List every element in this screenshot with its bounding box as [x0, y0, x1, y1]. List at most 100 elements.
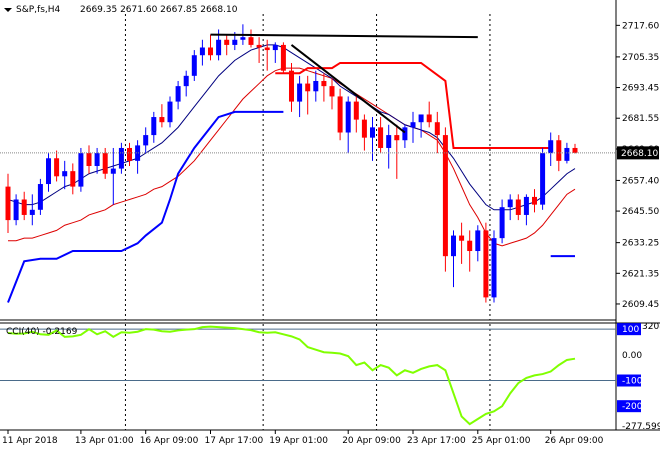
header: S&P,fs,H4 2669.35 2671.60 2667.85 2668.1…: [4, 5, 238, 15]
cci-level-tag: [617, 400, 641, 413]
candle-body: [5, 186, 11, 221]
candle: [94, 147, 100, 174]
candle-body: [167, 101, 173, 123]
candle: [127, 142, 132, 166]
candle-body: [402, 127, 408, 141]
trendline: [290, 44, 406, 134]
candle: [102, 147, 108, 179]
time-tick-label: 20 Apr 09:00: [342, 436, 401, 446]
candle-body: [110, 168, 116, 174]
cci-axis-ticks: 112.32081000.00-100-200-277.5992: [617, 322, 660, 432]
candle-body: [102, 153, 108, 174]
cci-panel: CCI(40) -0.2169 112.32081000.00-100-200-…: [0, 322, 660, 432]
candle: [70, 163, 76, 195]
candle-body: [378, 127, 384, 148]
candle: [321, 73, 327, 102]
cci-level-tag: [617, 374, 641, 387]
candle-body: [532, 196, 537, 205]
main-panel: [0, 0, 616, 320]
candle-body: [386, 135, 392, 148]
candle-body: [159, 117, 165, 123]
candle-body: [62, 171, 68, 177]
candle-body: [127, 147, 132, 161]
cci-tick-label: 0.00: [622, 351, 642, 361]
candle-body: [70, 171, 76, 187]
price-tick-label: 2621.35: [622, 269, 659, 279]
candle: [224, 34, 230, 56]
candle: [572, 143, 578, 154]
price-tick-label: 2609.45: [622, 300, 659, 310]
candle-body: [451, 235, 456, 257]
candle: [378, 117, 384, 154]
candle: [46, 153, 51, 192]
candle: [353, 96, 359, 133]
time-tick-label: 13 Apr 01:00: [75, 436, 134, 446]
last-price-tag-label: 2668.10: [621, 149, 658, 159]
candle: [280, 42, 286, 74]
time-axis-labels: 11 Apr 2018 13 Apr 01:00 16 Apr 09:00 17 Ap…: [2, 430, 604, 446]
candle: [264, 39, 270, 71]
candle-body: [442, 135, 448, 257]
candle: [394, 124, 400, 179]
candle: [337, 88, 343, 141]
candle: [5, 173, 11, 233]
candle: [175, 80, 181, 110]
candle-body: [345, 101, 351, 133]
price-tick-label: 2705.35: [622, 53, 659, 63]
candle: [289, 62, 294, 112]
price-tick-label: 2681.55: [622, 114, 659, 124]
candle-body: [297, 83, 303, 102]
candle-body: [151, 117, 157, 136]
candle-body: [37, 184, 43, 210]
price-axis-bg: [616, 0, 660, 430]
candle-body: [289, 70, 294, 102]
candle-body: [337, 96, 343, 133]
candle: [183, 70, 189, 97]
cci-line: [7, 325, 576, 426]
candle: [499, 199, 505, 244]
candle: [483, 222, 489, 303]
candle-body: [143, 135, 149, 146]
candle-body: [394, 135, 400, 141]
candle-body: [191, 55, 197, 76]
time-tick-label: 11 Apr 2018: [2, 436, 58, 446]
candle: [29, 194, 35, 226]
cci-tick-label: -277.5992: [622, 422, 660, 432]
candle: [426, 101, 432, 128]
candle-body: [280, 44, 286, 71]
candle-body: [21, 199, 27, 215]
candle-body: [499, 207, 505, 239]
time-tick-label: 17 Apr 17:00: [205, 436, 264, 446]
candle: [86, 145, 92, 174]
cci-session-separators: [124, 324, 491, 430]
candle: [297, 75, 303, 118]
cci-tick-label: -100: [622, 377, 643, 387]
candle-body: [515, 199, 521, 215]
candle-body: [86, 153, 92, 166]
cci-level-lines: [0, 328, 616, 382]
candle: [507, 194, 513, 221]
candle-body: [548, 140, 554, 154]
candle-body: [256, 44, 262, 48]
dropdown-arrow-icon[interactable]: [4, 8, 12, 12]
candle-body: [491, 238, 497, 298]
candle-body: [329, 86, 335, 97]
candle: [37, 178, 43, 215]
candle-body: [523, 196, 529, 215]
session-separators: [124, 14, 491, 320]
price-tick-label: 2633.25: [622, 239, 659, 249]
candle: [21, 191, 27, 221]
price-tick-label: 2657.40: [622, 176, 659, 186]
candle-body: [507, 199, 513, 208]
price-tick-label: 2645.50: [622, 207, 659, 217]
candle: [548, 132, 554, 166]
candle: [305, 75, 311, 115]
cci-level-tag: [617, 323, 641, 336]
candle: [515, 194, 521, 221]
candle-body: [78, 153, 84, 187]
candle-body: [199, 47, 205, 56]
candle-body: [118, 147, 124, 169]
candle: [256, 37, 262, 63]
time-tick-label: 19 Apr 01:00: [269, 436, 328, 446]
candle: [135, 140, 141, 174]
